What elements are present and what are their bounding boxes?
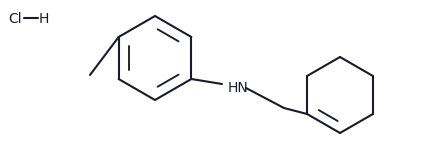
Text: H: H <box>39 12 49 26</box>
Text: Cl: Cl <box>8 12 22 26</box>
Text: HN: HN <box>228 81 249 95</box>
